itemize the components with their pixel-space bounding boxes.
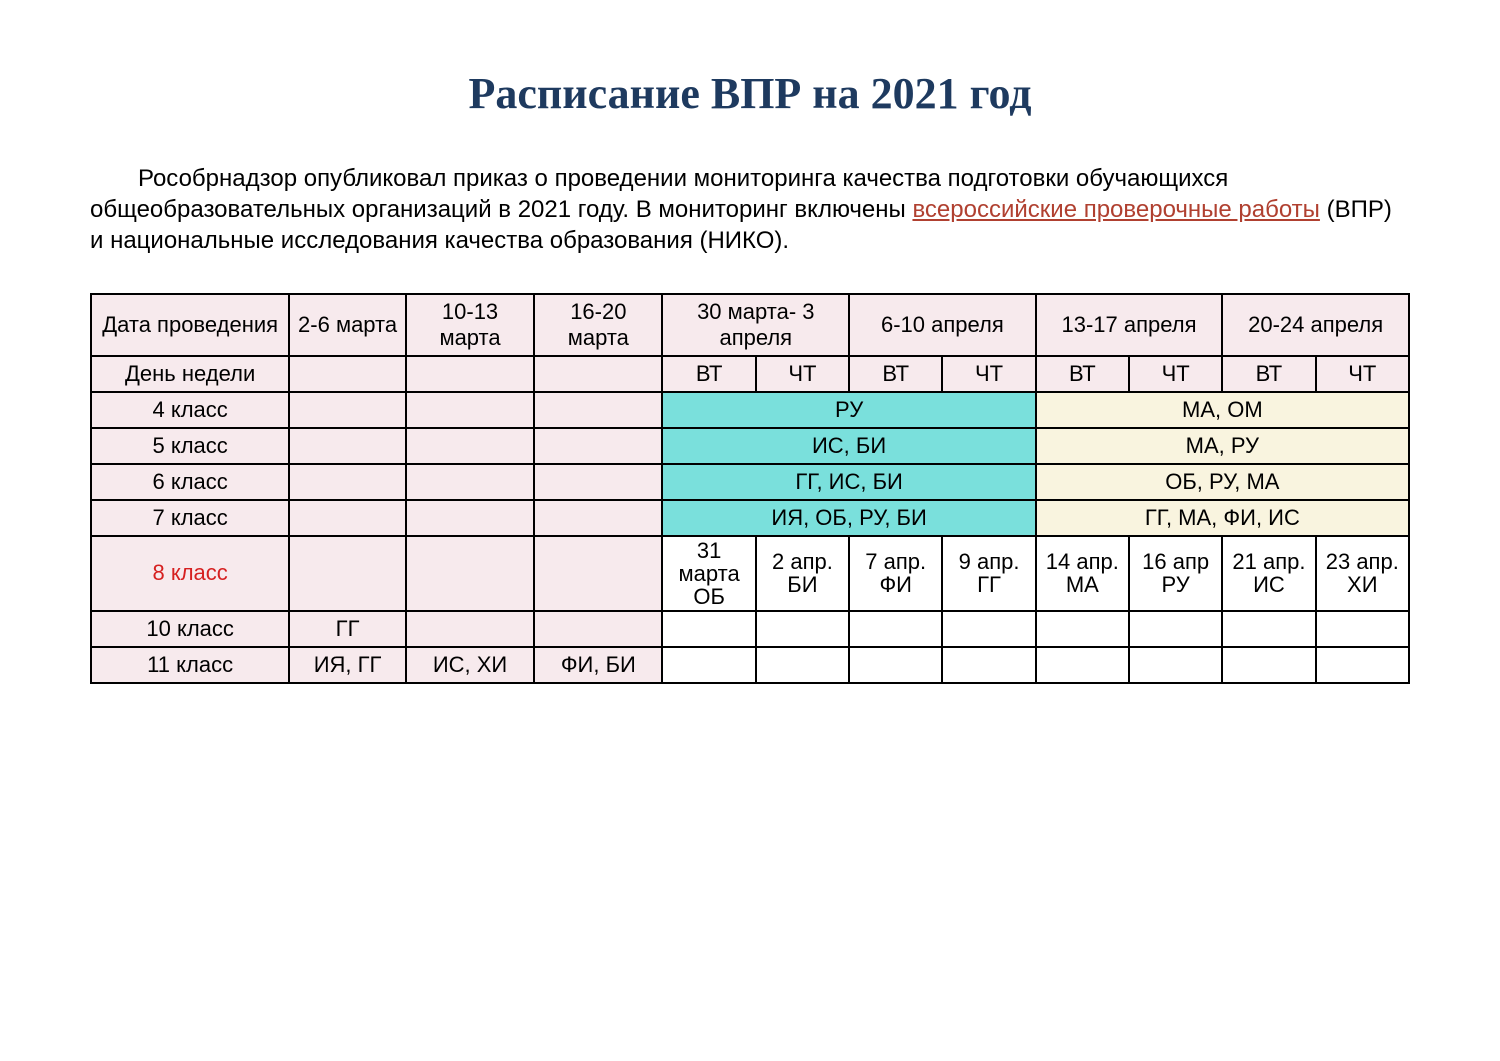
cell-empty — [1316, 647, 1409, 683]
row-grade10: 10 класс ГГ — [91, 611, 1409, 647]
cell-block-a: ИС, БИ — [662, 428, 1035, 464]
day-vt: ВТ — [1222, 356, 1315, 392]
cell-empty — [406, 428, 534, 464]
row-grade11: 11 класс ИЯ, ГГ ИС, ХИ ФИ, БИ — [91, 647, 1409, 683]
page-title: Расписание ВПР на 2021 год — [90, 68, 1410, 119]
cell-block-a: РУ — [662, 392, 1035, 428]
hdr-c7: 20-24 апреля — [1222, 294, 1409, 356]
cell-empty — [849, 647, 942, 683]
row-label: 6 класс — [91, 464, 289, 500]
hdr-c4: 30 марта- 3 апреля — [662, 294, 849, 356]
day-label: День недели — [91, 356, 289, 392]
day-cht: ЧТ — [942, 356, 1035, 392]
row-label: 10 класс — [91, 611, 289, 647]
row-label: 4 класс — [91, 392, 289, 428]
cell-sub: 7 апр.ФИ — [849, 536, 942, 611]
day-empty — [289, 356, 406, 392]
day-row: День недели ВТ ЧТ ВТ ЧТ ВТ ЧТ ВТ ЧТ — [91, 356, 1409, 392]
intro-link[interactable]: всероссийские проверочные работы — [912, 196, 1319, 223]
day-vt: ВТ — [1036, 356, 1129, 392]
cell-empty — [289, 536, 406, 611]
cell-empty — [289, 392, 406, 428]
row-label: 7 класс — [91, 500, 289, 536]
hdr-date: Дата проведения — [91, 294, 289, 356]
cell-empty — [1036, 647, 1129, 683]
cell-block-b: ОБ, РУ, МА — [1036, 464, 1409, 500]
cell-empty — [406, 500, 534, 536]
row-label: 11 класс — [91, 647, 289, 683]
cell: ИС, ХИ — [406, 647, 534, 683]
hdr-c6: 13-17 апреля — [1036, 294, 1223, 356]
row-grade5: 5 класс ИС, БИ МА, РУ — [91, 428, 1409, 464]
cell-empty — [289, 428, 406, 464]
hdr-c1: 2-6 марта — [289, 294, 406, 356]
cell-empty — [662, 611, 755, 647]
cell-empty — [1129, 647, 1222, 683]
cell-block-b: МА, РУ — [1036, 428, 1409, 464]
cell-empty — [662, 647, 755, 683]
hdr-c2: 10-13 марта — [406, 294, 534, 356]
cell-sub: 31 мартаОБ — [662, 536, 755, 611]
cell-empty — [406, 611, 534, 647]
day-empty — [406, 356, 534, 392]
cell-empty — [1222, 647, 1315, 683]
day-vt: ВТ — [662, 356, 755, 392]
day-cht: ЧТ — [1316, 356, 1409, 392]
cell-empty — [289, 500, 406, 536]
intro-paragraph: Рособрнадзор опубликовал приказ о провед… — [90, 163, 1410, 257]
schedule-table: Дата проведения 2-6 марта 10-13 марта 16… — [90, 293, 1410, 684]
cell-sub: 21 апр.ИС — [1222, 536, 1315, 611]
cell-empty — [289, 464, 406, 500]
cell-empty — [1036, 611, 1129, 647]
cell-empty — [534, 464, 662, 500]
day-vt: ВТ — [849, 356, 942, 392]
cell-empty — [756, 611, 849, 647]
cell-empty — [942, 611, 1035, 647]
cell-empty — [406, 392, 534, 428]
cell-block-b: МА, ОМ — [1036, 392, 1409, 428]
cell-block-a: ИЯ, ОБ, РУ, БИ — [662, 500, 1035, 536]
hdr-c3: 16-20 марта — [534, 294, 662, 356]
cell-block-a: ГГ, ИС, БИ — [662, 464, 1035, 500]
cell-empty — [534, 428, 662, 464]
hdr-c5: 6-10 апреля — [849, 294, 1036, 356]
cell-empty — [534, 500, 662, 536]
cell-sub: 9 апр.ГГ — [942, 536, 1035, 611]
cell-empty — [406, 536, 534, 611]
cell-empty — [942, 647, 1035, 683]
cell: ГГ — [289, 611, 406, 647]
day-empty — [534, 356, 662, 392]
cell-empty — [1129, 611, 1222, 647]
cell-empty — [756, 647, 849, 683]
cell-empty — [1222, 611, 1315, 647]
cell-empty — [1316, 611, 1409, 647]
cell-block-b: ГГ, МА, ФИ, ИС — [1036, 500, 1409, 536]
cell-sub: 2 апр.БИ — [756, 536, 849, 611]
row-grade7: 7 класс ИЯ, ОБ, РУ, БИ ГГ, МА, ФИ, ИС — [91, 500, 1409, 536]
cell-empty — [534, 536, 662, 611]
cell-empty — [534, 611, 662, 647]
cell-sub: 14 апр.МА — [1036, 536, 1129, 611]
cell: ФИ, БИ — [534, 647, 662, 683]
cell-empty — [849, 611, 942, 647]
cell-sub: 16 апрРУ — [1129, 536, 1222, 611]
cell: ИЯ, ГГ — [289, 647, 406, 683]
cell-empty — [534, 392, 662, 428]
day-cht: ЧТ — [756, 356, 849, 392]
row-label: 5 класс — [91, 428, 289, 464]
cell-empty — [406, 464, 534, 500]
row-grade8: 8 класс 31 мартаОБ 2 апр.БИ 7 апр.ФИ 9 а… — [91, 536, 1409, 611]
row-label-red: 8 класс — [91, 536, 289, 611]
cell-sub: 23 апр.ХИ — [1316, 536, 1409, 611]
day-cht: ЧТ — [1129, 356, 1222, 392]
row-grade4: 4 класс РУ МА, ОМ — [91, 392, 1409, 428]
row-grade6: 6 класс ГГ, ИС, БИ ОБ, РУ, МА — [91, 464, 1409, 500]
header-row: Дата проведения 2-6 марта 10-13 марта 16… — [91, 294, 1409, 356]
